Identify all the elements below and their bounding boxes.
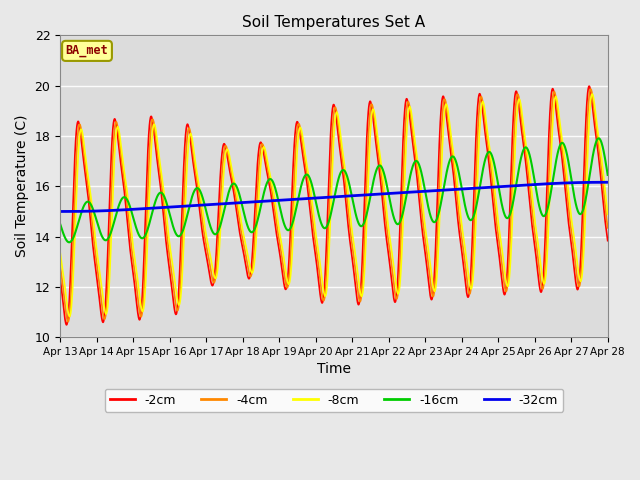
Y-axis label: Soil Temperature (C): Soil Temperature (C) <box>15 115 29 257</box>
Legend: -2cm, -4cm, -8cm, -16cm, -32cm: -2cm, -4cm, -8cm, -16cm, -32cm <box>105 389 563 412</box>
Text: BA_met: BA_met <box>66 44 108 58</box>
Title: Soil Temperatures Set A: Soil Temperatures Set A <box>243 15 426 30</box>
X-axis label: Time: Time <box>317 362 351 376</box>
